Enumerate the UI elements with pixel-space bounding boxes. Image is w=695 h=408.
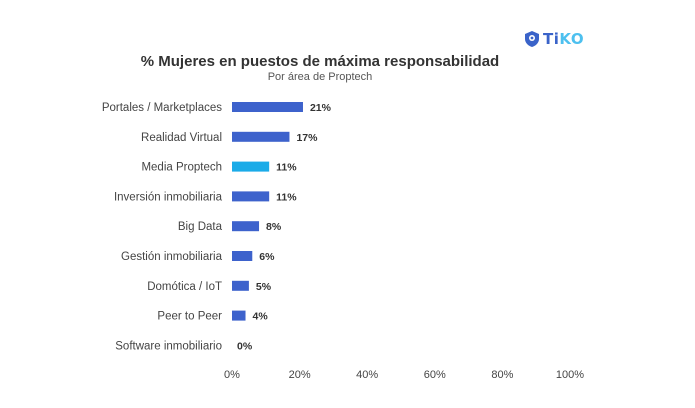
value-label-big-data: 8% [266, 221, 282, 233]
x-tick-label: 100% [556, 369, 584, 381]
category-label-peer-to-peer: Peer to Peer [157, 311, 222, 323]
bar-inversion-inmobiliaria [232, 191, 270, 202]
value-label-domotica-iot: 5% [256, 281, 272, 293]
category-label-gestion-inmobiliaria: Gestión inmobiliaria [121, 251, 223, 263]
logo-wordmark: TiKO [543, 30, 584, 48]
bar-realidad-virtual [232, 131, 290, 142]
value-label-peer-to-peer: 4% [253, 311, 269, 323]
category-label-big-data: Big Data [178, 221, 223, 233]
bar-gestion-inmobiliaria [232, 251, 253, 261]
category-label-domotica-iot: Domótica / IoT [147, 281, 222, 293]
value-label-software-inmobiliario: 0% [237, 340, 253, 352]
bar-big-data [232, 221, 260, 232]
category-label-media-proptech: Media Proptech [141, 162, 222, 174]
chart-title: % Mujeres en puestos de máxima responsab… [140, 53, 500, 70]
chart-subtitle: Por área de Proptech [267, 71, 373, 83]
value-label-realidad-virtual: 17% [296, 132, 318, 144]
tiko-logo: TiKO [524, 30, 584, 48]
value-label-media-proptech: 11% [276, 162, 297, 174]
category-label-inversion-inmobiliaria: Inversión inmobiliaria [114, 191, 223, 203]
bar-peer-to-peer [232, 310, 246, 321]
bar-portales-marketplaces [232, 102, 303, 112]
logo-text-ko: KO [559, 30, 585, 48]
logo-text-ti: Ti [543, 30, 560, 48]
shield-pin-icon [525, 31, 539, 47]
category-label-realidad-virtual: Realidad Virtual [141, 132, 222, 144]
bar-domotica-iot [232, 280, 249, 291]
category-label-software-inmobiliario: Software inmobiliario [115, 340, 222, 352]
bar-media-proptech [232, 161, 270, 172]
x-tick-label: 60% [424, 369, 446, 381]
x-tick-label: 20% [289, 369, 311, 381]
x-tick-label: 0% [224, 369, 240, 381]
value-label-portales-marketplaces: 21% [310, 102, 332, 114]
x-tick-label: 80% [491, 369, 513, 381]
value-label-gestion-inmobiliaria: 6% [259, 251, 275, 263]
value-label-inversion-inmobiliaria: 11% [276, 191, 297, 203]
x-tick-label: 40% [356, 369, 378, 381]
category-label-portales-marketplaces: Portales / Marketplaces [102, 102, 222, 114]
